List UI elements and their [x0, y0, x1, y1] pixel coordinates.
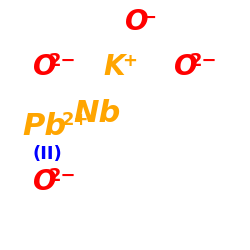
- Text: K: K: [104, 53, 125, 81]
- Text: 2−: 2−: [49, 167, 76, 185]
- Text: O: O: [174, 53, 198, 81]
- Text: 2+: 2+: [61, 111, 89, 129]
- Text: O: O: [125, 8, 148, 36]
- Text: +: +: [122, 52, 137, 70]
- Text: (II): (II): [32, 145, 62, 163]
- Text: 2−: 2−: [49, 52, 76, 70]
- Text: Pb: Pb: [22, 112, 67, 141]
- Text: −: −: [141, 8, 156, 26]
- Text: O: O: [32, 53, 56, 81]
- Text: 2−: 2−: [190, 52, 218, 70]
- Text: O: O: [32, 168, 56, 196]
- Text: Nb: Nb: [74, 100, 121, 128]
